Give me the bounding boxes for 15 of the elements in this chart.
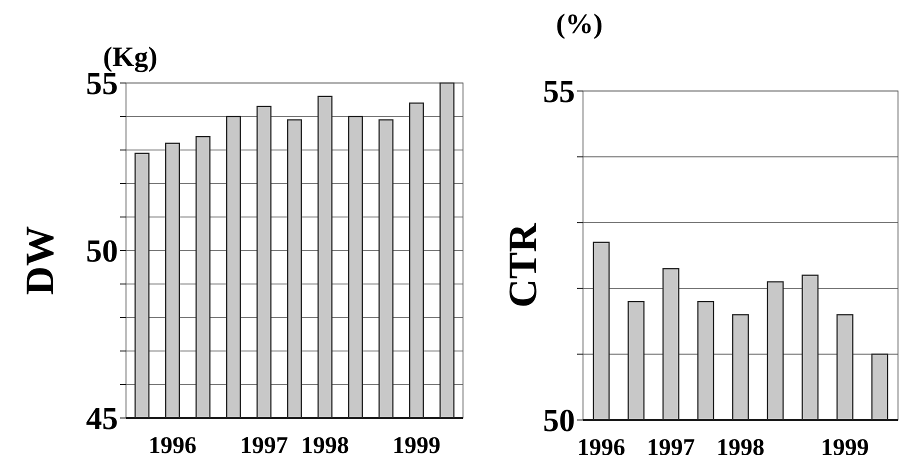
y-tick-label: 45 bbox=[86, 400, 118, 436]
y-tick-label: 50 bbox=[543, 402, 575, 438]
y-axis-title: CTR bbox=[500, 222, 545, 308]
x-tick-label: 1997 bbox=[646, 435, 695, 461]
x-tick-label: 1998 bbox=[716, 435, 764, 461]
x-tick-label: 1998 bbox=[301, 433, 349, 459]
x-tick-label: 1996 bbox=[577, 435, 626, 461]
x-tick-label: 1997 bbox=[240, 433, 288, 459]
x-tick-label: 1996 bbox=[148, 433, 197, 459]
y-tick-label: 55 bbox=[543, 73, 575, 110]
x-tick-label: 1999 bbox=[392, 433, 440, 459]
x-tick-label: 1999 bbox=[820, 435, 869, 461]
y-tick-label: 50 bbox=[86, 232, 118, 269]
text: (%) bbox=[556, 9, 603, 40]
y-axis-title: DW bbox=[17, 226, 62, 295]
